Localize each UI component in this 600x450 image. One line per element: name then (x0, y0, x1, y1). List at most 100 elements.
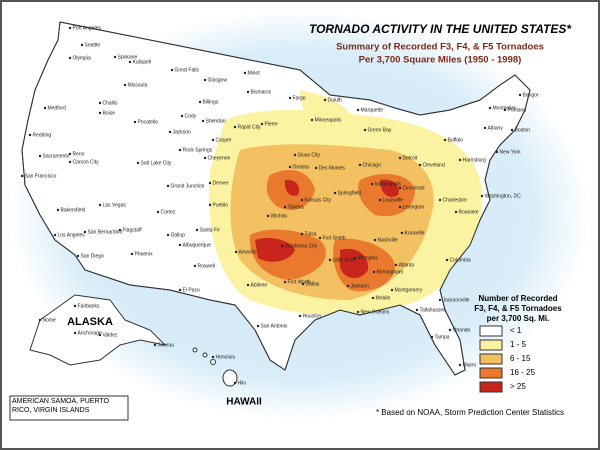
city-label: Little Rock (333, 257, 357, 263)
city-dot (233, 125, 237, 129)
city-label: Fort Smith (323, 235, 346, 241)
city-label: Knoxville (405, 230, 425, 236)
city-label: Valdez (103, 332, 118, 338)
city-label: Montpelier (493, 105, 517, 111)
city-label: New York (500, 149, 522, 155)
city-dot (156, 210, 160, 214)
city-label: Fairbanks (78, 303, 100, 309)
city-dot (458, 363, 462, 367)
city-dot (328, 258, 332, 262)
city-dot (243, 71, 247, 75)
city-dot (198, 100, 202, 104)
legend-swatch (479, 353, 503, 365)
city-label: Springfield (338, 190, 362, 196)
city-label: Green Bay (368, 127, 392, 133)
city-dot (283, 205, 287, 209)
tornado-zone (340, 248, 369, 279)
city-dot (356, 310, 360, 314)
city-dot (208, 203, 212, 207)
city-label: El Paso (183, 287, 200, 293)
city-label: Redding (33, 132, 52, 138)
city-label: Flagstaff (123, 227, 143, 233)
city-label: Washington, DC (485, 193, 522, 199)
city-dot (98, 203, 102, 207)
city-label: Tampa (435, 334, 450, 340)
city-label: Billings (203, 99, 219, 105)
city-dot (166, 184, 170, 188)
title: TORNADO ACTIVITY IN THE UNITED STATES* (309, 22, 572, 36)
city-dot (483, 126, 487, 130)
city-label: Glasgow (208, 77, 228, 83)
city-dot (53, 233, 57, 237)
city-dot (178, 288, 182, 292)
city-label: Jackson (351, 283, 370, 289)
city-label: Dallas (306, 281, 320, 287)
city-label: Marquette (361, 107, 384, 113)
city-label: Rapid City (238, 124, 262, 130)
city-label: Des Moines (319, 165, 346, 171)
city-label: Atlanta (399, 262, 415, 268)
territories-text: AMERICAN SAMOA, PUERTO RICO, VIRGIN ISLA… (12, 398, 109, 414)
city-dot (38, 318, 42, 322)
city-dot (28, 133, 32, 137)
city-label: Cortez (161, 209, 176, 215)
legend-label: 6 - 15 (510, 354, 531, 363)
city-dot (310, 118, 314, 122)
tornado-zone (380, 179, 399, 197)
city-dot (208, 181, 212, 185)
legend-swatch (479, 381, 503, 393)
city-label: Spokane (118, 54, 138, 60)
city-dot (98, 101, 102, 105)
cities: Port Angeles Seattle Olympia SpokaneKalispe… (20, 25, 539, 386)
city-dot (266, 214, 270, 218)
city-dot (371, 296, 375, 300)
city-dot (300, 232, 304, 236)
legend: < 1 1 - 5 6 - 15 16 - 25 > 25 (479, 325, 535, 393)
city-dot (333, 191, 337, 195)
city-label: Roanoke (459, 209, 479, 215)
city-dot (68, 56, 72, 60)
city-label: New Orleans (361, 309, 390, 315)
city-label: Pocatello (138, 119, 159, 125)
region-label: HAWAII (226, 397, 262, 408)
city-label: San Antonio (261, 323, 288, 329)
city-label: Sioux City (298, 152, 321, 158)
city-label: Amarillo (239, 249, 257, 255)
city-label: Casper (216, 137, 232, 143)
city-label: Chicago (363, 162, 382, 168)
city-dot (443, 138, 447, 142)
city-label: Abilene (251, 282, 268, 288)
city-label: Oklahoma City (285, 243, 318, 249)
city-dot (128, 60, 132, 64)
city-label: Sheridan (206, 118, 226, 124)
legend-swatch (479, 325, 503, 337)
legend-title: F3, F4, & F5 Tornadoes (474, 304, 562, 313)
city-dot (211, 138, 215, 142)
city-label: San Bernardino (88, 229, 123, 235)
city-dot (353, 256, 357, 260)
city-dot (390, 288, 394, 292)
city-label: San Francisco (25, 173, 57, 179)
city-label: Nashville (378, 237, 399, 243)
city-label: Grand Junction (171, 183, 205, 189)
city-dot (400, 231, 404, 235)
city-label: Phoenix (135, 251, 154, 257)
city-label: Cleveland (423, 162, 445, 168)
city-dot (80, 43, 84, 47)
city-label: Sacramento (43, 153, 70, 159)
city-dot (195, 228, 199, 232)
city-dot (118, 228, 122, 232)
city-dot (503, 108, 507, 112)
city-label: Miami (463, 362, 476, 368)
city-label: Medford (48, 105, 67, 111)
territories-box (9, 395, 129, 421)
city-label: Juneau (158, 342, 175, 348)
city-label: Houston (303, 313, 322, 319)
city-dot (153, 343, 157, 347)
region-label: ALASKA (67, 316, 113, 328)
city-dot (495, 150, 499, 154)
city-dot (68, 160, 72, 164)
city-label: Kansas City (305, 197, 332, 203)
city-label: Kalispell (133, 59, 152, 65)
city-label: Las Vegas (103, 202, 127, 208)
